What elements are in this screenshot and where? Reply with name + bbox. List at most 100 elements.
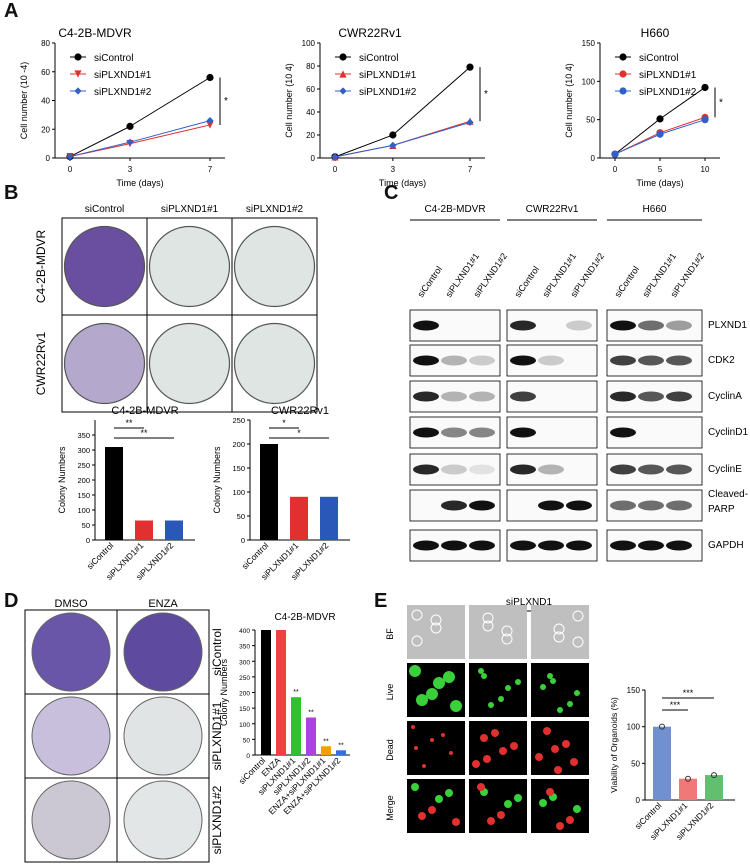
colony-well-image <box>123 780 203 860</box>
bar <box>291 697 301 755</box>
colony-well-image <box>31 612 111 692</box>
chart-title: CWR22Rv1 <box>338 26 402 40</box>
blot-band <box>413 427 439 438</box>
blot-band <box>413 464 439 475</box>
live-cell <box>567 701 573 707</box>
blot-band <box>610 391 636 402</box>
blot-band <box>413 540 439 551</box>
y-tick-label: 50 <box>586 116 595 125</box>
y-tick-label: 0 <box>591 154 596 163</box>
dead-cell <box>562 740 570 748</box>
dead-cell <box>480 734 488 742</box>
bf-organoid <box>572 636 584 648</box>
data-point <box>389 141 397 149</box>
live-cell <box>481 673 487 679</box>
blot-band <box>510 427 536 438</box>
sig-label: *** <box>670 700 681 710</box>
merge-cell <box>504 800 512 808</box>
merge-cell <box>477 783 485 791</box>
group-header: siPLXND1 <box>506 597 553 608</box>
blot-band <box>469 355 495 366</box>
y-tick-label: 350 <box>239 644 250 651</box>
blot-band <box>666 540 692 551</box>
lane-label: siControl <box>612 264 641 299</box>
legend-label: siPLXND1#2 <box>94 87 152 98</box>
y-tick-label: 150 <box>232 464 245 473</box>
lane-label: siControl <box>512 264 541 299</box>
x-tick-label: 5 <box>658 165 663 174</box>
data-point <box>389 131 397 139</box>
data-point <box>206 73 214 82</box>
blot-band <box>638 540 664 551</box>
protein-label: CyclinE <box>708 464 742 475</box>
x-axis-label: Time (days) <box>116 178 163 188</box>
bar <box>653 726 671 800</box>
blot-band <box>610 540 636 551</box>
merge-cell <box>497 811 505 819</box>
legend-marker <box>339 53 347 61</box>
bar <box>261 630 271 755</box>
data-point <box>126 138 134 146</box>
row-label: siPLXND1#2 <box>210 785 224 854</box>
bf-organoid <box>572 610 584 622</box>
y-tick-label: 150 <box>627 686 641 695</box>
legend-label: siPLXND1#2 <box>359 87 417 98</box>
live-cell <box>547 673 553 679</box>
x-tick-label: 0 <box>333 165 338 174</box>
line-chart-2: H660 0 50 100 150 0 5 10 Time (days) Cell number … <box>564 26 723 188</box>
blot-band <box>610 427 636 438</box>
row-label: siControl <box>210 628 224 675</box>
colony-well-image <box>233 225 316 308</box>
dead-cell <box>411 725 415 729</box>
column-header: DMSO <box>55 598 88 610</box>
dead-cell <box>543 727 551 735</box>
y-tick-label: 50 <box>631 759 640 768</box>
bf-organoid <box>553 623 565 635</box>
row-label: siPLXND1#1 <box>210 701 224 770</box>
blot-band <box>538 355 564 366</box>
bar <box>306 717 316 755</box>
protein-label: CyclinD1 <box>708 427 748 438</box>
row-label: Live <box>385 684 395 701</box>
bar <box>135 520 153 540</box>
sig-label: * <box>297 428 301 438</box>
legend-marker <box>339 70 347 78</box>
live-cell <box>515 679 521 685</box>
legend-label: siControl <box>359 53 398 64</box>
y-tick-label: 100 <box>239 722 250 729</box>
y-tick-label: 200 <box>232 440 245 449</box>
line-chart-0: C4-2B-MDVR 0 20 40 60 80 0 3 7 Time (days) Cell nu… <box>19 26 228 188</box>
row-label: Merge <box>385 795 395 821</box>
blot-band <box>469 500 495 511</box>
y-tick-label: 0 <box>241 536 245 545</box>
live-cell <box>574 690 580 696</box>
x-tick-label: 0 <box>613 165 618 174</box>
data-point <box>611 150 619 158</box>
series-line-2 <box>69 120 211 158</box>
merge-cell <box>573 805 581 813</box>
merge-cell <box>566 816 574 824</box>
y-tick-label: 0 <box>636 796 641 805</box>
y-tick-label: 60 <box>306 85 315 94</box>
protein-label: CDK2 <box>708 355 735 366</box>
blot-band <box>510 391 536 402</box>
y-tick-label: 50 <box>82 521 90 530</box>
legend-label: siPLXND1#2 <box>639 87 697 98</box>
merge-cell <box>539 799 547 807</box>
blot-band <box>413 320 439 331</box>
data-point <box>206 121 214 129</box>
protein-label: PARP <box>708 504 735 515</box>
cell-line-label: C4-2B-MDVR <box>424 204 485 215</box>
blot-band <box>441 355 467 366</box>
blot-band <box>566 540 592 551</box>
y-tick-label: 300 <box>239 659 250 666</box>
dead-cell <box>422 764 426 768</box>
y-tick-label: 250 <box>77 461 90 470</box>
blot-band <box>566 500 592 511</box>
dead-cell <box>554 766 562 774</box>
live-cell <box>498 696 504 702</box>
cell-line-label: CWR22Rv1 <box>526 204 579 215</box>
dead-cell <box>414 746 418 750</box>
live-cell <box>488 702 494 708</box>
y-tick-label: 0 <box>311 154 316 163</box>
